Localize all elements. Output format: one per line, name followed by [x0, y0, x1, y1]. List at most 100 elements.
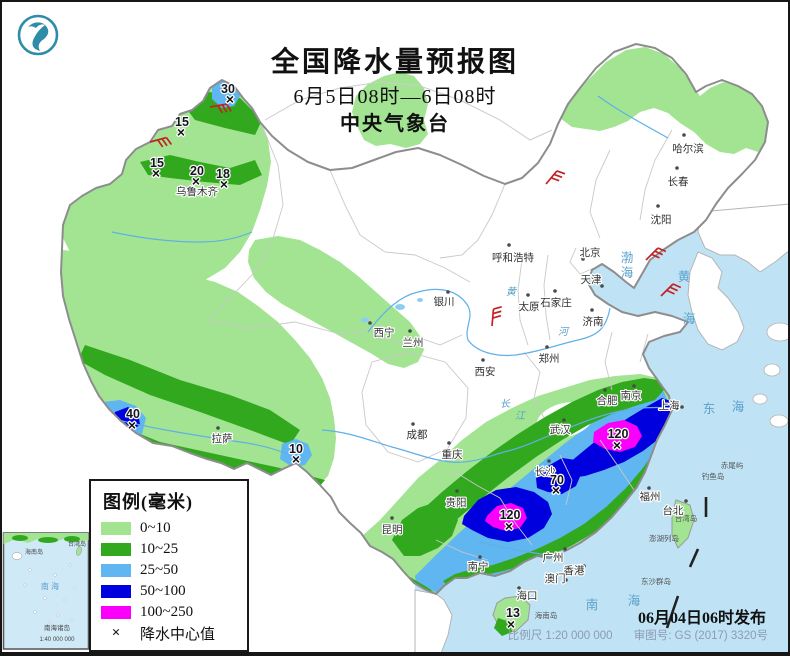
legend-item-label: 100~250	[140, 604, 194, 620]
river-label: 长	[500, 398, 511, 410]
precip-center-mark-icon: ×	[192, 173, 200, 189]
inset-label: 海南岛	[25, 548, 43, 556]
city-label: 西安	[475, 365, 496, 378]
city-label: 台北	[663, 504, 684, 517]
city-dot	[647, 486, 651, 490]
legend-item: 0~10	[101, 518, 247, 539]
city-dot	[684, 499, 688, 503]
precip-center-mark-icon: ×	[507, 616, 515, 632]
city-dot	[478, 555, 482, 559]
city-dot	[547, 459, 551, 463]
city-label: 重庆	[442, 448, 463, 461]
city-label: 南宁	[468, 560, 489, 573]
city-dot	[455, 489, 459, 493]
agency-name: 中央气象台	[340, 113, 450, 135]
foreign-border	[264, 81, 553, 141]
taiwan-island	[671, 499, 695, 549]
precip-band-10-25	[494, 618, 512, 636]
precip-center-value: 15	[175, 115, 189, 129]
city-dot	[582, 564, 586, 568]
sea-label: 海	[621, 265, 634, 280]
forecast-period: 6月5日08时—6日08时	[293, 86, 497, 108]
legend-swatch	[101, 564, 131, 577]
city-dot	[390, 516, 394, 520]
city-dot	[563, 547, 567, 551]
city-dot	[590, 308, 594, 312]
city-label: 太原	[519, 300, 540, 313]
city-dot	[675, 166, 679, 170]
precip-center-mark-icon: ×	[128, 417, 136, 433]
sea-label: 东	[703, 402, 716, 416]
river-label: 河	[558, 326, 570, 338]
city-dot	[517, 586, 521, 590]
legend-item-label: 0~10	[140, 520, 171, 536]
city-label: 澳门	[545, 572, 566, 585]
inset-label: 南 海	[41, 581, 59, 591]
legend-item: 100~250	[101, 602, 247, 623]
island-label: 钓鱼岛	[702, 471, 725, 481]
legend-item-label: 10~25	[140, 541, 179, 557]
city-label: 北京	[580, 246, 601, 259]
city-label: 呼和浩特	[492, 252, 534, 264]
precip-center-mark-icon: ×	[552, 482, 560, 498]
city-dot	[195, 178, 199, 182]
precip-center-value: 13	[506, 606, 520, 620]
precip-center-value: 18	[216, 167, 230, 181]
precip-center-value: 20	[190, 164, 204, 178]
map-scale: 比例尺 1:20 000 000	[507, 630, 613, 642]
city-label: 海口	[517, 589, 538, 602]
city-label: 银川	[434, 295, 455, 308]
legend-swatch	[101, 543, 131, 556]
precip-band-0-10	[352, 72, 428, 148]
city-dot	[553, 289, 557, 293]
precip-center-value: 70	[550, 473, 564, 487]
island-label: 澎湖列岛	[649, 533, 679, 543]
island-label: 海南岛	[535, 610, 558, 620]
city-dot	[680, 405, 684, 409]
city-dot	[632, 384, 636, 388]
china-national-border	[60, 43, 769, 595]
inset-label: 1:40 000 000	[39, 637, 75, 643]
legend-item: 50~100	[101, 581, 247, 602]
city-dot	[564, 578, 568, 582]
city-label: 西宁	[374, 326, 395, 339]
legend-item-label: 25~50	[140, 562, 179, 578]
island	[763, 363, 781, 377]
legend-item: 25~50	[101, 560, 247, 581]
city-label: 长沙	[535, 466, 556, 478]
city-dot	[447, 441, 451, 445]
river-label: 江	[515, 410, 526, 422]
sea-label: 海	[683, 311, 696, 326]
city-dot	[526, 293, 530, 297]
sea-label: 南	[586, 597, 599, 612]
city-label: 昆明	[382, 524, 403, 536]
page-title: 全国降水量预报图	[270, 47, 520, 78]
city-label: 石家庄	[540, 296, 572, 309]
precip-center-mark-icon: ×	[152, 165, 160, 181]
precip-center-mark-icon: ×	[177, 124, 185, 140]
cma-logo-icon	[17, 14, 59, 56]
precip-center-mark-icon: ×	[292, 451, 300, 467]
city-dot	[481, 358, 485, 362]
island-label: 赤尾屿	[721, 461, 744, 470]
precip-center-mark-icon: ×	[505, 518, 513, 534]
city-dot	[216, 426, 220, 430]
precip-center-value: 15	[150, 156, 164, 170]
sea-label: 海	[628, 593, 641, 608]
city-dot	[603, 388, 607, 392]
city-dot	[682, 133, 686, 137]
city-label: 武汉	[550, 423, 571, 436]
city-label: 乌鲁木齐	[176, 185, 218, 198]
inset-label: 南海诸岛	[44, 623, 70, 632]
indochina-land	[414, 589, 453, 656]
northeast-asia-land	[697, 203, 790, 273]
city-label: 贵阳	[446, 496, 467, 509]
publish-time: 06月04日06时发布	[637, 610, 766, 627]
precip-center-value: 120	[500, 508, 521, 522]
legend-item: 10~25	[101, 539, 247, 560]
city-label: 合肥	[597, 394, 618, 407]
